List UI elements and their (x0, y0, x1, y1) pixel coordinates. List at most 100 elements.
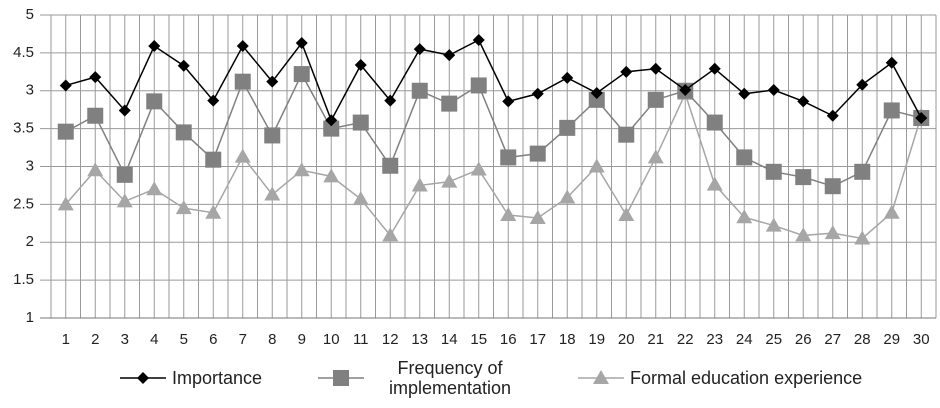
x-tick-label: 8 (268, 331, 276, 348)
data-point (118, 104, 131, 117)
data-point (234, 73, 251, 90)
data-point (205, 151, 222, 168)
x-tick-label: 26 (795, 331, 812, 348)
data-point (588, 91, 605, 108)
x-tick-label: 28 (854, 331, 871, 348)
data-point (797, 95, 810, 108)
data-point (824, 225, 841, 240)
x-tick-label: 22 (677, 331, 694, 348)
x-tick-label: 5 (180, 331, 188, 348)
y-tick-label: 2.5 (13, 195, 34, 212)
legend-marker (333, 370, 349, 386)
y-tick-label: 4.5 (13, 44, 34, 61)
data-point (441, 95, 458, 112)
data-point (382, 157, 399, 174)
data-point (352, 191, 369, 206)
data-point (500, 206, 517, 221)
data-point (146, 181, 163, 196)
legend-item: Formal education experience (578, 368, 862, 388)
data-point (146, 93, 163, 110)
data-point (384, 94, 397, 107)
data-point (649, 62, 662, 75)
data-point (618, 206, 635, 221)
y-tick-label: 5 (26, 6, 34, 23)
data-point (529, 210, 546, 225)
data-point (736, 149, 753, 166)
data-point (500, 149, 517, 166)
x-tick-label: 16 (500, 331, 517, 348)
data-point (57, 196, 74, 211)
data-point (175, 200, 192, 215)
data-point (647, 149, 664, 164)
legend-item: Frequency of implementation (318, 358, 530, 398)
y-tick-label: 3 (26, 82, 34, 99)
data-point (175, 124, 192, 141)
data-point (116, 166, 133, 183)
data-point (266, 75, 279, 88)
data-point (411, 82, 428, 99)
data-point (854, 230, 871, 245)
data-point (706, 176, 723, 191)
x-tick-label: 19 (588, 331, 605, 348)
y-tick-label: 3.5 (13, 120, 34, 137)
data-point (352, 114, 369, 131)
x-tick-label: 6 (209, 331, 217, 348)
x-tick-label: 13 (411, 331, 428, 348)
data-point (915, 112, 928, 125)
y-tick-label: 3 (26, 157, 34, 174)
legend-icon (120, 372, 166, 384)
y-tick-label: 1 (26, 309, 34, 326)
data-point (883, 102, 900, 119)
data-point (620, 65, 633, 78)
data-point (177, 59, 190, 72)
data-point (647, 91, 664, 108)
data-point (207, 94, 220, 107)
legend-marker (593, 370, 609, 384)
legend-icon (578, 370, 624, 384)
x-tick-label: 4 (150, 331, 158, 348)
data-point (765, 217, 782, 232)
data-point (795, 227, 812, 242)
x-tick-label: 14 (441, 331, 458, 348)
data-point (767, 83, 780, 96)
data-point (826, 109, 839, 122)
data-point (234, 148, 251, 163)
x-tick-label: 3 (121, 331, 129, 348)
data-point (323, 168, 340, 183)
data-point (470, 77, 487, 94)
data-point (87, 107, 104, 124)
legend-icon (318, 370, 364, 386)
data-point (559, 189, 576, 204)
x-tick-label: 15 (470, 331, 487, 348)
data-point (87, 162, 104, 177)
x-tick-label: 1 (62, 331, 70, 348)
data-point (236, 40, 249, 53)
data-point (561, 71, 574, 84)
data-point (59, 79, 72, 92)
data-point (472, 33, 485, 46)
data-point (413, 43, 426, 56)
x-tick-label: 7 (239, 331, 247, 348)
data-point (264, 186, 281, 201)
data-point (205, 204, 222, 219)
data-point (325, 114, 338, 127)
data-point (502, 95, 515, 108)
data-point (293, 162, 310, 177)
legend-marker (137, 372, 149, 384)
data-point (354, 58, 367, 71)
x-tick-label: 27 (824, 331, 841, 348)
data-point (531, 87, 544, 100)
data-point (470, 161, 487, 176)
y-tick-label: 1.5 (13, 271, 34, 288)
data-point (795, 169, 812, 186)
x-tick-label: 17 (529, 331, 546, 348)
x-tick-label: 2 (91, 331, 99, 348)
data-point (883, 204, 900, 219)
data-point (706, 114, 723, 131)
x-tick-label: 29 (883, 331, 900, 348)
data-point (885, 56, 898, 69)
data-point (738, 87, 751, 100)
legend-label: Importance (172, 368, 263, 388)
legend-label: Formal education experience (630, 368, 863, 388)
